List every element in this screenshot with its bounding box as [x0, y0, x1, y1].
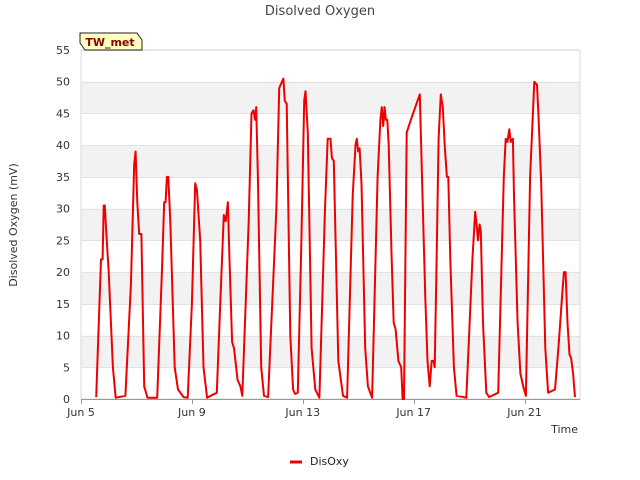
legend-label-disoxy: DisOxy: [310, 455, 349, 468]
station-badge-label: TW_met: [85, 36, 134, 49]
y-tick-label: 5: [63, 361, 70, 374]
grid-band: [81, 335, 580, 368]
x-tick-label: Jun 13: [284, 406, 320, 419]
legend: DisOxy: [290, 455, 349, 468]
grid-band: [81, 81, 580, 114]
y-tick-label: 30: [56, 203, 70, 216]
y-tick-label: 45: [56, 107, 70, 120]
y-axis-label: Disolved Oxygen (mV): [7, 163, 20, 287]
x-axis-ticks: Jun 5 Jun 9 Jun 13 Jun 17 Jun 21: [66, 399, 542, 419]
y-axis-ticks: 0 5 10 15 20 25 30 35 40 45 50 55: [56, 44, 70, 406]
station-badge: TW_met: [79, 32, 143, 51]
x-tick-label: Jun 17: [395, 406, 431, 419]
y-tick-label: 25: [56, 234, 70, 247]
y-tick-label: 35: [56, 171, 70, 184]
y-tick-label: 0: [63, 393, 70, 406]
chart-title: Disolved Oxygen: [265, 4, 375, 19]
y-tick-label: 55: [56, 44, 70, 57]
grid-band: [81, 208, 580, 241]
y-tick-label: 15: [56, 298, 70, 311]
grid-band: [81, 272, 580, 304]
series-line-disoxy: [95, 77, 576, 400]
y-tick-label: 10: [56, 330, 70, 343]
plot-background-bands: [81, 81, 580, 368]
x-axis-label: Time: [550, 423, 578, 436]
station-badge-shape: [79, 32, 143, 51]
x-tick-label: Jun 9: [177, 406, 206, 419]
x-tick-label: Jun 21: [506, 406, 542, 419]
series-layer: [95, 77, 576, 400]
x-tick-label: Jun 5: [66, 406, 95, 419]
y-tick-label: 50: [56, 76, 70, 89]
y-tick-label: 40: [56, 139, 70, 152]
y-tick-label: 20: [56, 266, 70, 279]
